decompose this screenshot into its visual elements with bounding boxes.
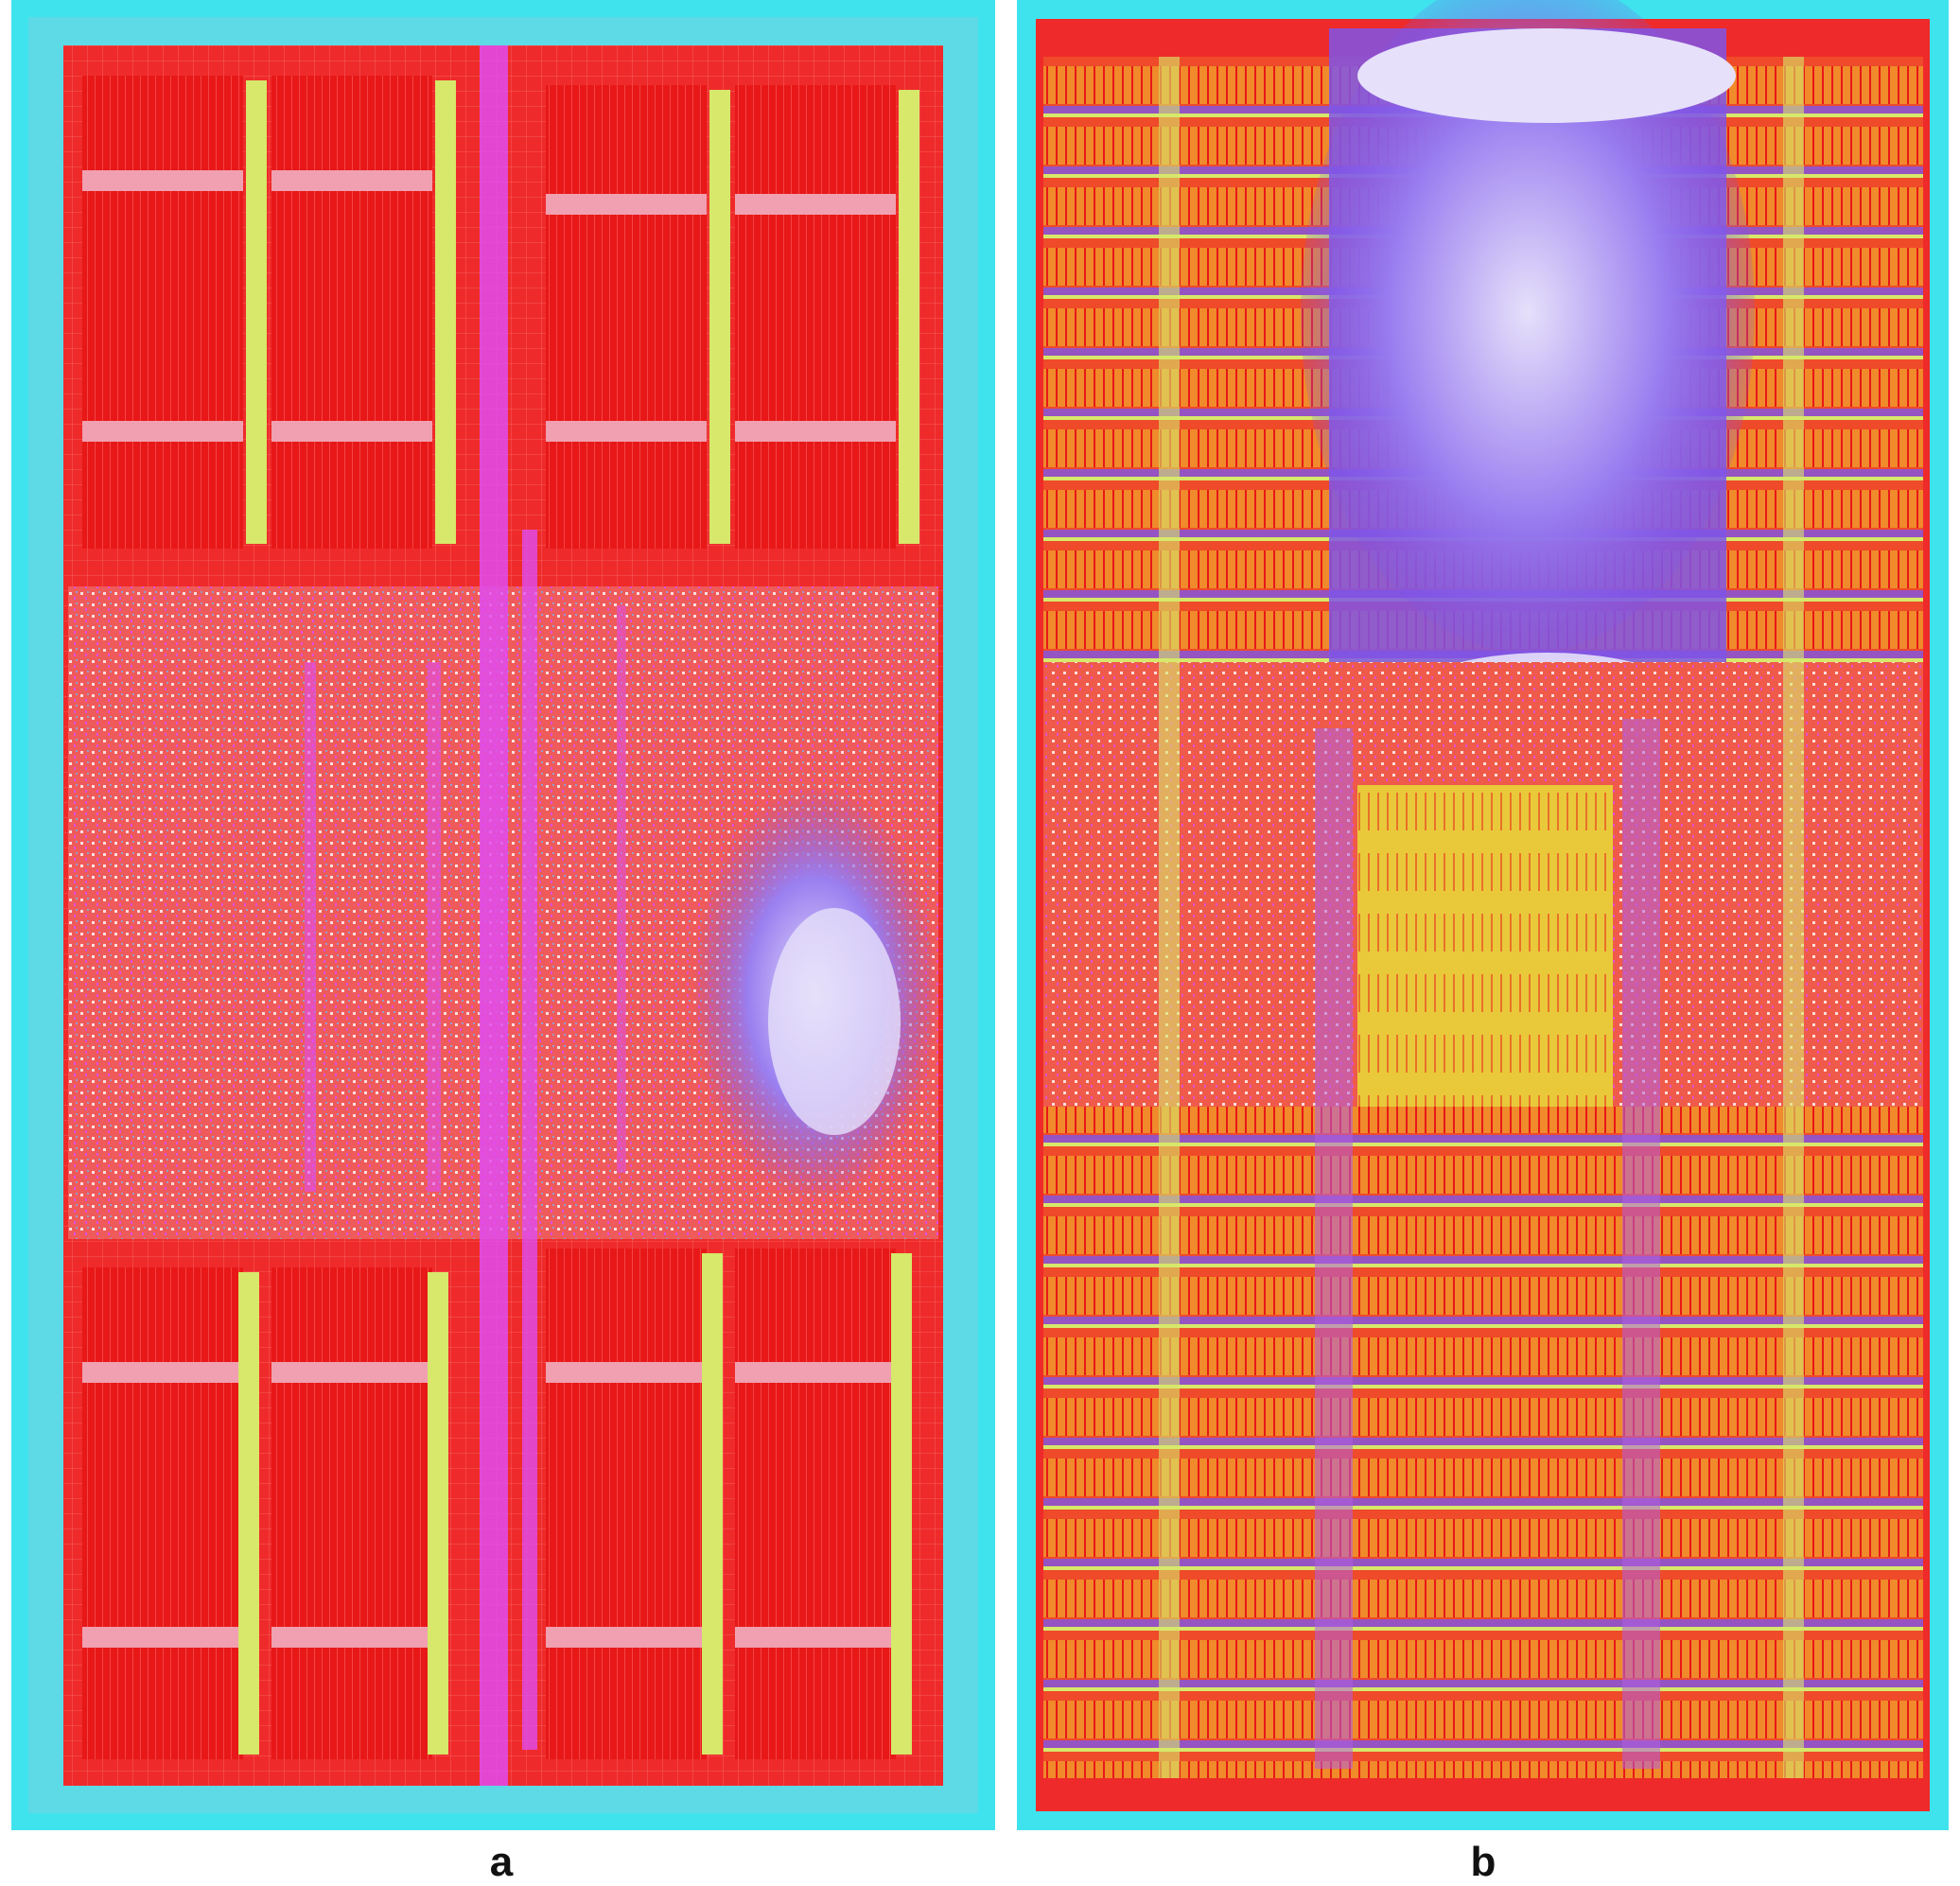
bottom-macro-group: [82, 1249, 912, 1759]
chip-layout-a: [11, 0, 995, 1830]
layout-panel-b: [1017, 0, 1949, 1830]
panel-label-a: a: [489, 1839, 514, 1885]
layout-panel-a: [11, 0, 995, 1830]
chip-layout-b: [1017, 0, 1949, 1830]
panel-label-b: b: [1470, 1839, 1496, 1885]
routing-trunk: [480, 45, 508, 1786]
top-macro-group: [82, 76, 919, 549]
